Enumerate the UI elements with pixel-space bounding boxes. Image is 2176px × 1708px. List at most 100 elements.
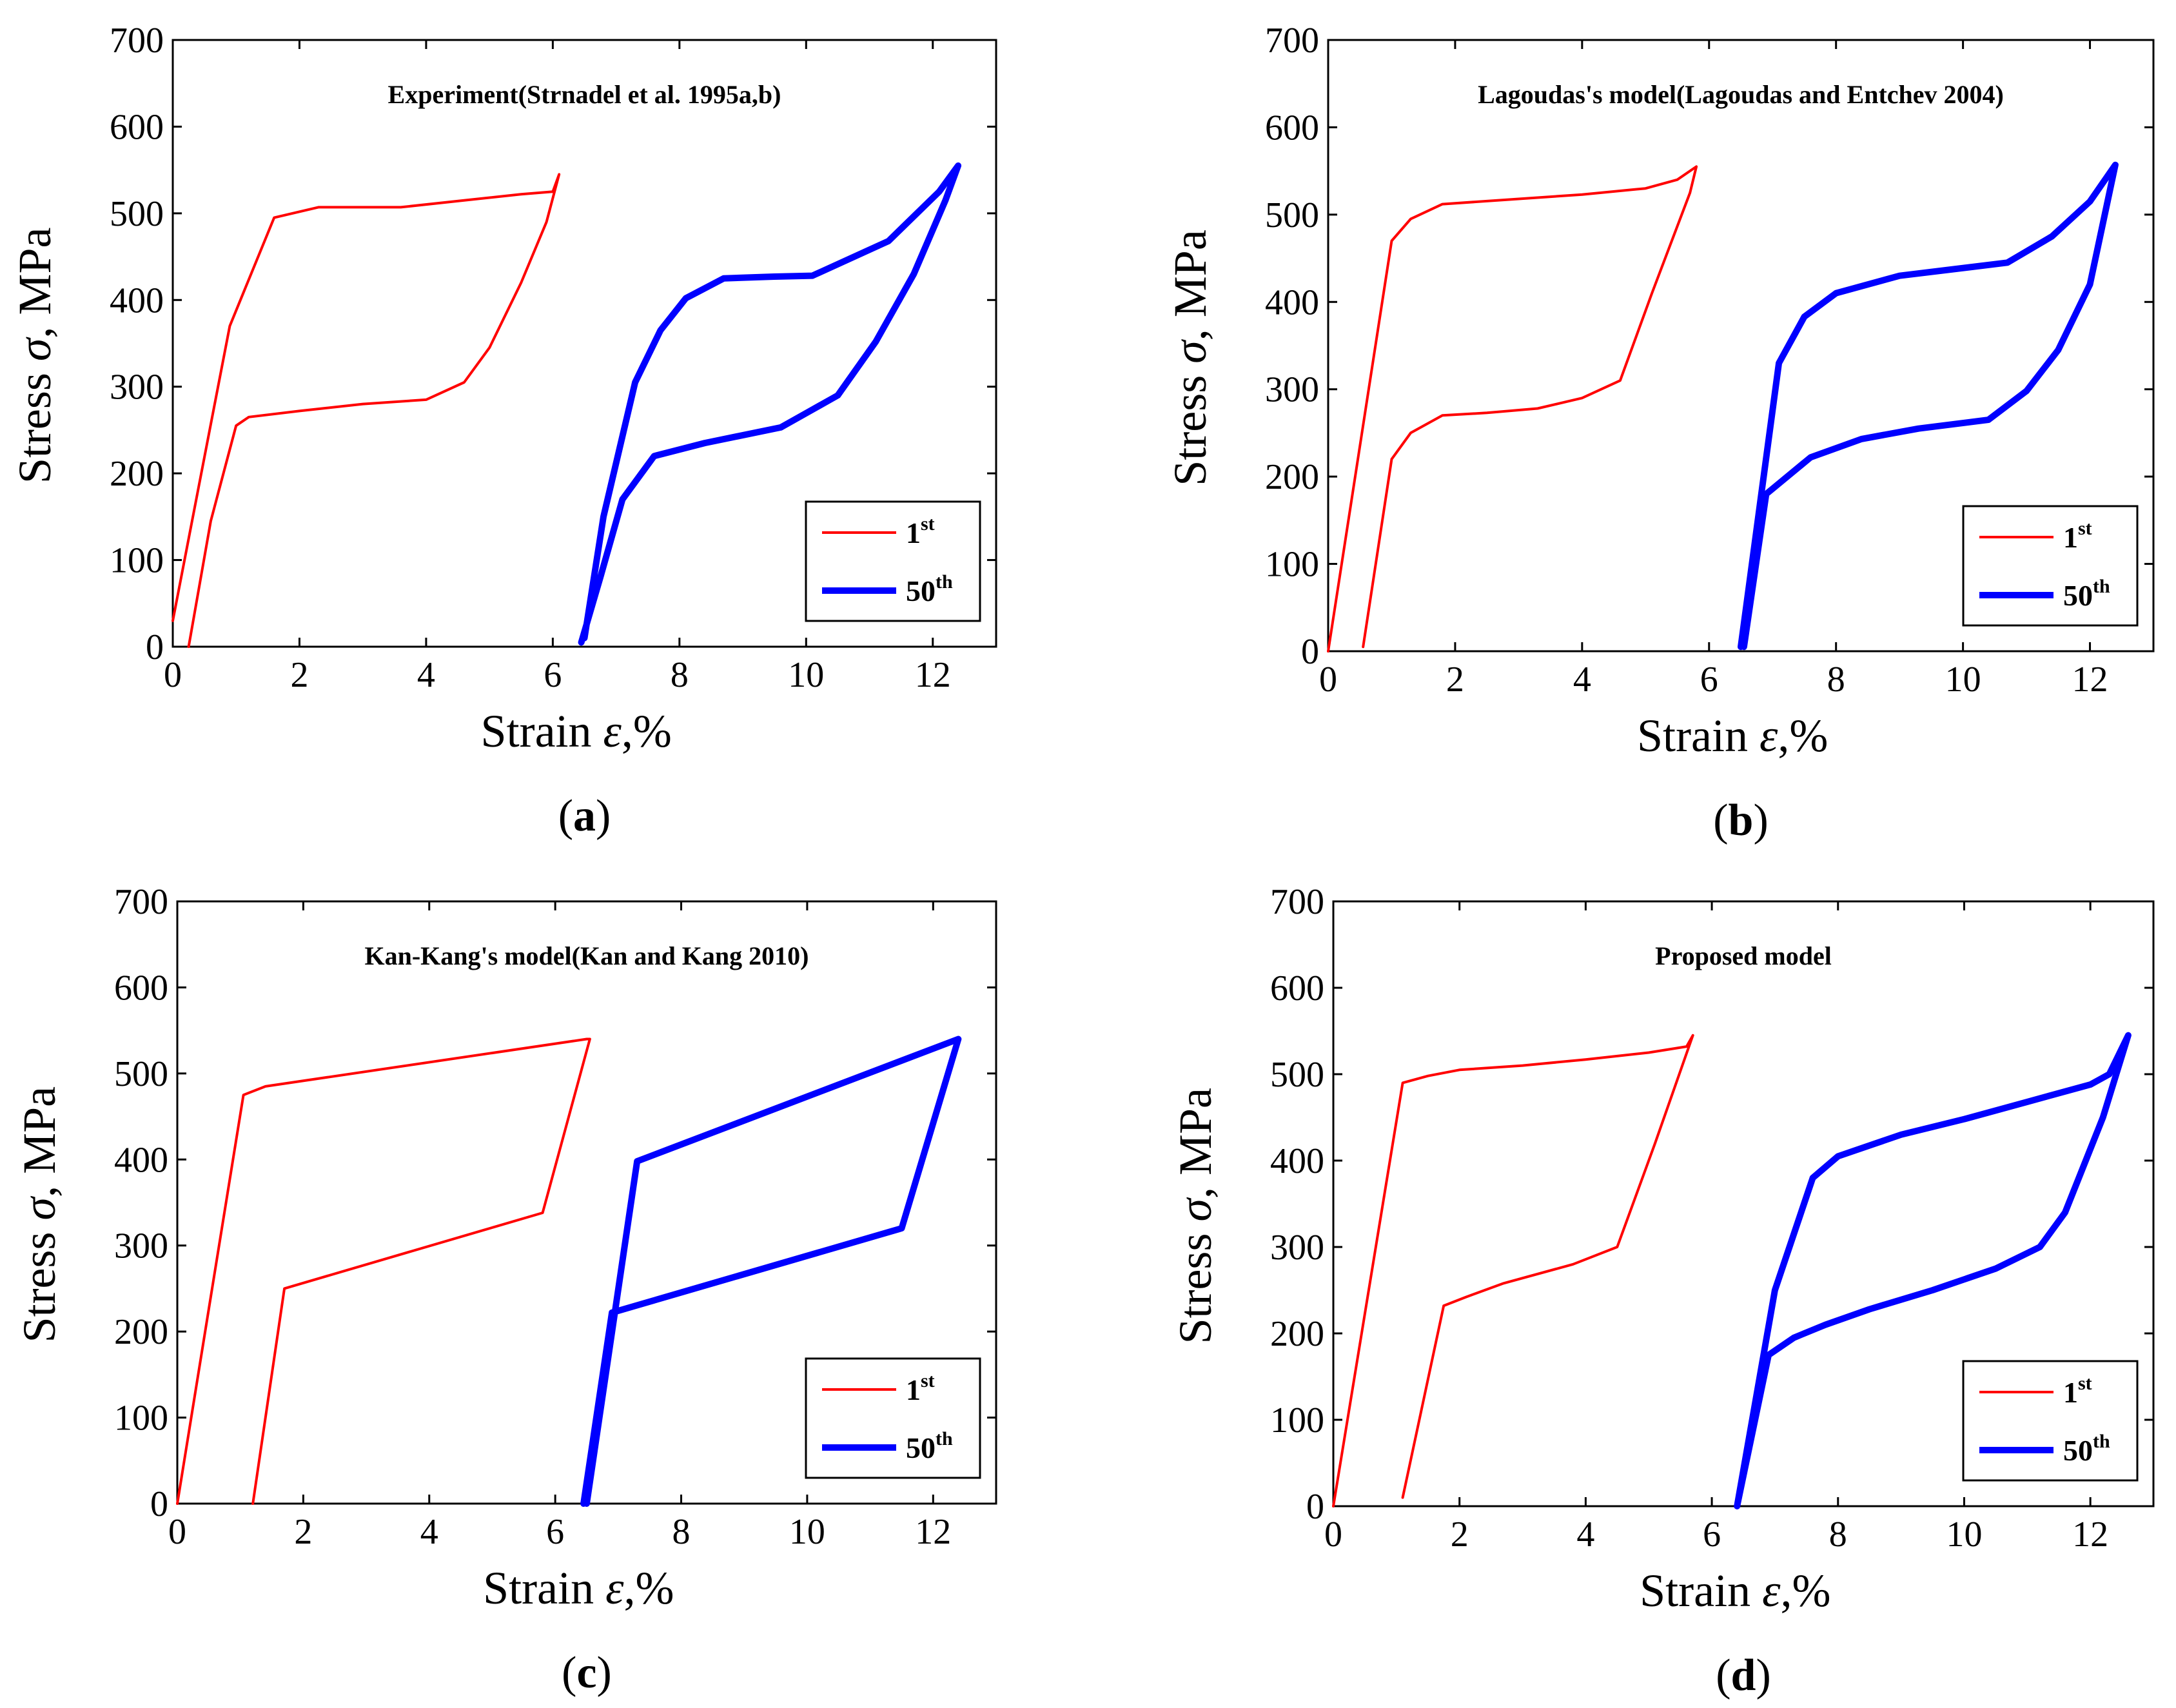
panel-2-y-tick-label-3: 300: [1265, 370, 1319, 410]
panel-3-y-tick-label-5: 500: [114, 1054, 168, 1094]
panel-3: 0 2 4 6 8 10 12 0 100 200 300 400 500 600 700 Strain ε,…: [14, 882, 997, 1698]
panel-2-x-axis-label-symbol: ε: [1759, 710, 1778, 761]
panel-4-x-axis-label-text: Strain: [1640, 1565, 1762, 1616]
panel-3-x-axis-label-text: Strain: [483, 1562, 605, 1614]
panel-4-legend-label-base-50th: 50: [2063, 1434, 2093, 1467]
panel-2-legend-label-1st: 1st: [2063, 518, 2092, 554]
panel-3-legend-label-50th: 50th: [906, 1428, 953, 1464]
panel-4: 0 2 4 6 8 10 12 0 100 200 300 400 500 600 700 Strain ε,…: [1170, 882, 2155, 1700]
panel-1-series-1st-line: [172, 173, 561, 648]
panel-2-y-axis-label-symbol: σ: [1164, 339, 1216, 364]
panel-3-y-tick-label-1: 100: [114, 1399, 168, 1438]
panel-4-x-axis-label: Strain ε,%: [1640, 1565, 1830, 1616]
panel-4-legend-label-base-1st: 1: [2063, 1376, 2078, 1409]
panel-4-y-tick-label-5: 500: [1270, 1055, 1324, 1095]
panel-3-y-axis-label-symbol: σ: [14, 1195, 65, 1220]
panel-2-legend-label-base-1st: 1: [2063, 521, 2078, 554]
panel-1-legend-label-base-50th: 50: [906, 574, 936, 607]
panel-2-legend-label-50th: 50th: [2063, 576, 2110, 612]
panel-2-title: Lagoudas's model(Lagoudas and Entchev 20…: [1478, 80, 2004, 109]
panel-3-x-tick-label-3: 6: [546, 1512, 564, 1552]
panel-2-y-tick-label-4: 400: [1265, 282, 1319, 322]
panel-3-x-tick-label-1: 2: [294, 1512, 312, 1552]
panel-1-x-axis-label: Strain ε,%: [481, 705, 672, 757]
panel-1-y-tick-label-2: 200: [110, 454, 164, 494]
panel-3-x-axis-label-unit: ,%: [623, 1562, 674, 1614]
panel-4-label: (d): [1716, 1651, 1771, 1700]
panel-2-legend-label-sup-1st: st: [2078, 518, 2092, 539]
panel-1-x-tick-label-5: 10: [788, 655, 824, 695]
panel-2-legend: [1962, 505, 2139, 627]
panel-3-legend: [805, 1357, 981, 1479]
panel-2-legend-label-sup-50th: th: [2093, 576, 2110, 597]
panel-3-x-tick-label-4: 8: [672, 1512, 691, 1552]
panel-2-y-axis-label-text: Stress: [1164, 364, 1216, 486]
panel-2-y-tick-label-2: 200: [1265, 457, 1319, 497]
panel-2-x-axis-label: Strain ε,%: [1637, 710, 1828, 761]
panel-3-legend-label-base-1st: 1: [906, 1373, 921, 1406]
panel-4-x-tick-label-1: 2: [1451, 1515, 1469, 1555]
panel-4-x-axis-label-symbol: ε: [1762, 1565, 1781, 1616]
panel-2-series-50th-line: [1738, 161, 2119, 651]
panel-1-series-50th-line: [578, 162, 962, 646]
panel-1-y-axis-label: Stress σ, MPa: [9, 228, 61, 484]
panel-3-y-axis-label: Stress σ, MPa: [14, 1086, 65, 1343]
panel-3-y-tick-label-2: 200: [114, 1312, 168, 1352]
panel-1-y-tick-label-0: 0: [146, 627, 164, 667]
panel-1-legend-label-50th: 50th: [906, 571, 953, 607]
panel-2-y-tick-label-0: 0: [1301, 632, 1319, 672]
panel-4-y-tick-label-6: 600: [1270, 968, 1324, 1008]
panel-1-x-axis-label-unit: ,%: [622, 705, 672, 757]
panel-4-x-tick-label-0: 0: [1324, 1515, 1342, 1555]
panel-2-x-tick-label-0: 0: [1319, 660, 1337, 700]
panel-2-x-tick-label-5: 10: [1945, 660, 1981, 700]
panel-3-legend-label-base-50th: 50: [906, 1431, 936, 1464]
panel-4-plot-frame: [1332, 900, 2155, 1507]
panel-2-y-tick-label-1: 100: [1265, 545, 1319, 585]
panel-4-y-axis-label: Stress σ, MPa: [1170, 1088, 1221, 1344]
panel-4-series-1st-line: [1332, 1034, 1694, 1507]
panel-4-y-axis-label-symbol: σ: [1170, 1197, 1221, 1222]
panel-3-y-tick-label-6: 600: [114, 968, 168, 1008]
panel-4-y-tick-label-2: 200: [1270, 1314, 1324, 1354]
panel-1-legend-label-base-1st: 1: [906, 516, 921, 549]
panel-1-x-axis-label-symbol: ε: [603, 705, 622, 757]
panel-2: 0 2 4 6 8 10 12 0 100 200 300 400 500 600 700 Strain ε,…: [1164, 21, 2155, 845]
panel-3-x-tick-label-2: 4: [420, 1512, 438, 1552]
panel-3-label: (c): [562, 1648, 612, 1698]
panel-4-y-tick-label-0: 0: [1306, 1487, 1324, 1527]
panel-4-x-tick-label-3: 6: [1703, 1515, 1721, 1555]
panel-4-x-axis-label-unit: ,%: [1780, 1565, 1830, 1616]
panel-4-legend: [1962, 1360, 2139, 1482]
panel-1: 0 2 4 6 8 10 12 0 100 200 300 400 500 600 700 Strain ε,…: [9, 21, 997, 841]
panel-4-x-tick-label-6: 12: [2072, 1515, 2108, 1555]
panel-1-x-tick-label-1: 2: [290, 655, 308, 695]
panel-1-x-axis-label-text: Strain: [481, 705, 603, 757]
panel-2-x-axis-label-text: Strain: [1637, 710, 1759, 761]
panel-4-label-close: ): [1756, 1651, 1770, 1700]
panel-4-y-tick-label-3: 300: [1270, 1228, 1324, 1268]
panel-2-x-tick-label-2: 4: [1573, 660, 1591, 700]
panel-2-label: (b): [1713, 796, 1769, 845]
panel-1-y-tick-label-4: 400: [110, 280, 164, 320]
panel-3-y-tick-label-0: 0: [150, 1484, 168, 1524]
panel-3-series-50th-line: [580, 1036, 962, 1507]
panel-4-x-tick-label-4: 8: [1829, 1515, 1847, 1555]
panel-1-y-tick-label-6: 600: [110, 107, 164, 147]
panel-2-plot-frame: [1327, 39, 2155, 653]
panel-4-legend-label-1st: 1st: [2063, 1373, 2092, 1409]
panel-1-plot-frame: [172, 39, 997, 648]
panel-3-y-axis-label-text: Stress: [14, 1220, 65, 1342]
panel-2-x-tick-label-3: 6: [1700, 660, 1718, 700]
panel-1-title: Experiment(Strnadel et al. 1995a,b): [388, 80, 781, 109]
panel-1-y-tick-label-3: 300: [110, 368, 164, 407]
panel-2-y-tick-label-7: 700: [1265, 21, 1319, 61]
panel-4-y-tick-label-1: 100: [1270, 1400, 1324, 1440]
panel-4-label-letter: d: [1731, 1651, 1756, 1700]
panel-4-x-tick-label-2: 4: [1576, 1515, 1594, 1555]
panel-4-series-50th-line: [1734, 1032, 2132, 1509]
panel-3-legend-label-sup-1st: st: [921, 1370, 935, 1391]
panel-1-label: (a): [558, 791, 611, 841]
panel-3-legend-label-sup-50th: th: [936, 1428, 953, 1449]
